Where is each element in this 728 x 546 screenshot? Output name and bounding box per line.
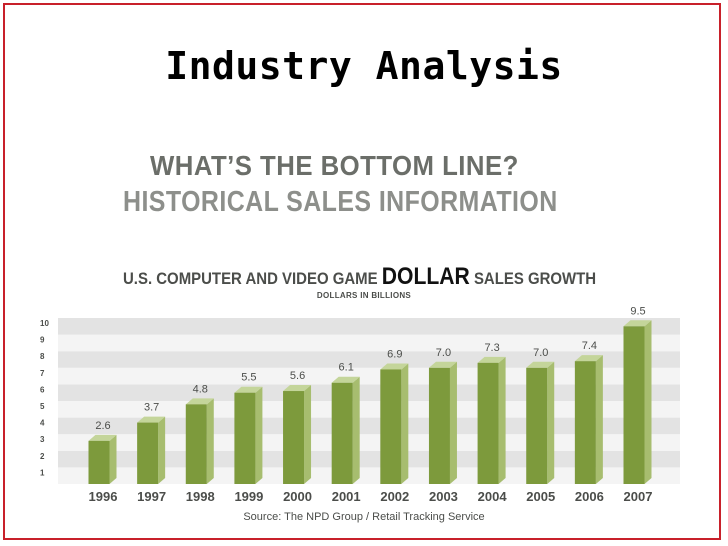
value-label: 6.1 [339, 362, 354, 374]
bar [623, 326, 645, 484]
y-tick-label: 5 [40, 402, 45, 411]
x-tick-label: 2000 [283, 489, 312, 504]
bar-side [158, 416, 166, 484]
bar-side [352, 376, 360, 484]
value-label: 5.6 [290, 370, 305, 382]
bar-top [380, 363, 409, 370]
bar-top [88, 434, 117, 441]
bar-side [498, 356, 506, 484]
bar-top [574, 355, 603, 362]
bar-top [234, 386, 263, 393]
value-label: 7.3 [484, 342, 499, 354]
bar [137, 422, 159, 484]
y-tick-label: 4 [40, 419, 45, 428]
bar-side [644, 320, 652, 484]
bar-side [206, 398, 214, 484]
bar [477, 362, 499, 484]
grid-band [58, 367, 680, 385]
x-tick-label: 2003 [429, 489, 458, 504]
bar-top [526, 361, 555, 368]
y-tick-label: 6 [40, 385, 45, 394]
grid-band [58, 318, 680, 335]
subheadline: HISTORICAL SALES INFORMATION [123, 186, 558, 218]
bar-top [283, 385, 312, 392]
bar-side [401, 363, 409, 484]
bar-side [595, 355, 603, 484]
x-tick-label: 2007 [624, 489, 653, 504]
bar [526, 367, 548, 484]
chart-title-suffix: SALES GROWTH [473, 269, 597, 288]
value-label: 7.0 [533, 347, 548, 359]
x-tick-label: 1997 [137, 489, 166, 504]
y-tick-label: 10 [40, 319, 49, 328]
value-label: 7.0 [436, 347, 451, 359]
bar-side [304, 385, 312, 484]
chart-unit-label: DOLLARS IN BILLIONS [316, 291, 412, 300]
value-label: 9.5 [630, 305, 645, 317]
x-tick-label: 1996 [89, 489, 118, 504]
bar-top [623, 320, 652, 327]
x-tick-label: 1999 [234, 489, 263, 504]
chart-source: Source: The NPD Group / Retail Tracking … [243, 511, 485, 523]
x-tick-label: 2004 [478, 489, 508, 504]
y-tick-label: 7 [40, 369, 45, 378]
grid-band [58, 384, 680, 401]
chart-title-highlight: DOLLAR [381, 263, 470, 290]
bar-top [428, 361, 457, 368]
chart-title-prefix: U.S. COMPUTER AND VIDEO GAME [123, 269, 378, 288]
chart-title: U.S. COMPUTER AND VIDEO GAME DOLLAR SALE… [123, 263, 596, 291]
value-label: 2.6 [95, 420, 110, 432]
y-tick-label: 2 [40, 452, 45, 461]
bar-top [137, 416, 166, 423]
x-tick-label: 2001 [332, 489, 361, 504]
slide-title: Industry Analysis [165, 44, 563, 88]
x-tick-label: 1998 [186, 489, 215, 504]
value-label: 5.5 [241, 372, 256, 384]
bar-side [255, 386, 263, 484]
bar [88, 440, 110, 484]
value-label: 4.8 [193, 383, 208, 395]
headline: WHAT’S THE BOTTOM LINE? [150, 150, 519, 181]
grid-band [58, 351, 680, 368]
y-tick-label: 9 [40, 336, 45, 345]
x-tick-label: 2005 [526, 489, 555, 504]
bar-side [109, 434, 117, 484]
bar [185, 404, 207, 484]
value-label: 7.4 [582, 340, 597, 352]
bar [234, 392, 256, 484]
bar [331, 382, 353, 484]
y-tick-label: 1 [40, 468, 45, 477]
slide-frame [3, 3, 721, 540]
y-tick-label: 3 [40, 435, 45, 444]
bar [283, 391, 305, 484]
bar-side [449, 361, 457, 484]
bar-top [185, 398, 214, 405]
grid-band [58, 334, 680, 352]
bar-top [477, 356, 506, 363]
y-tick-label: 8 [40, 352, 45, 361]
bar [380, 369, 402, 484]
value-label: 6.9 [387, 348, 402, 360]
x-tick-label: 2002 [380, 489, 409, 504]
bar-top [331, 376, 360, 383]
bar-side [547, 361, 555, 484]
bar [428, 367, 450, 484]
value-label: 3.7 [144, 402, 159, 414]
bar [574, 361, 596, 484]
x-tick-label: 2006 [575, 489, 604, 504]
